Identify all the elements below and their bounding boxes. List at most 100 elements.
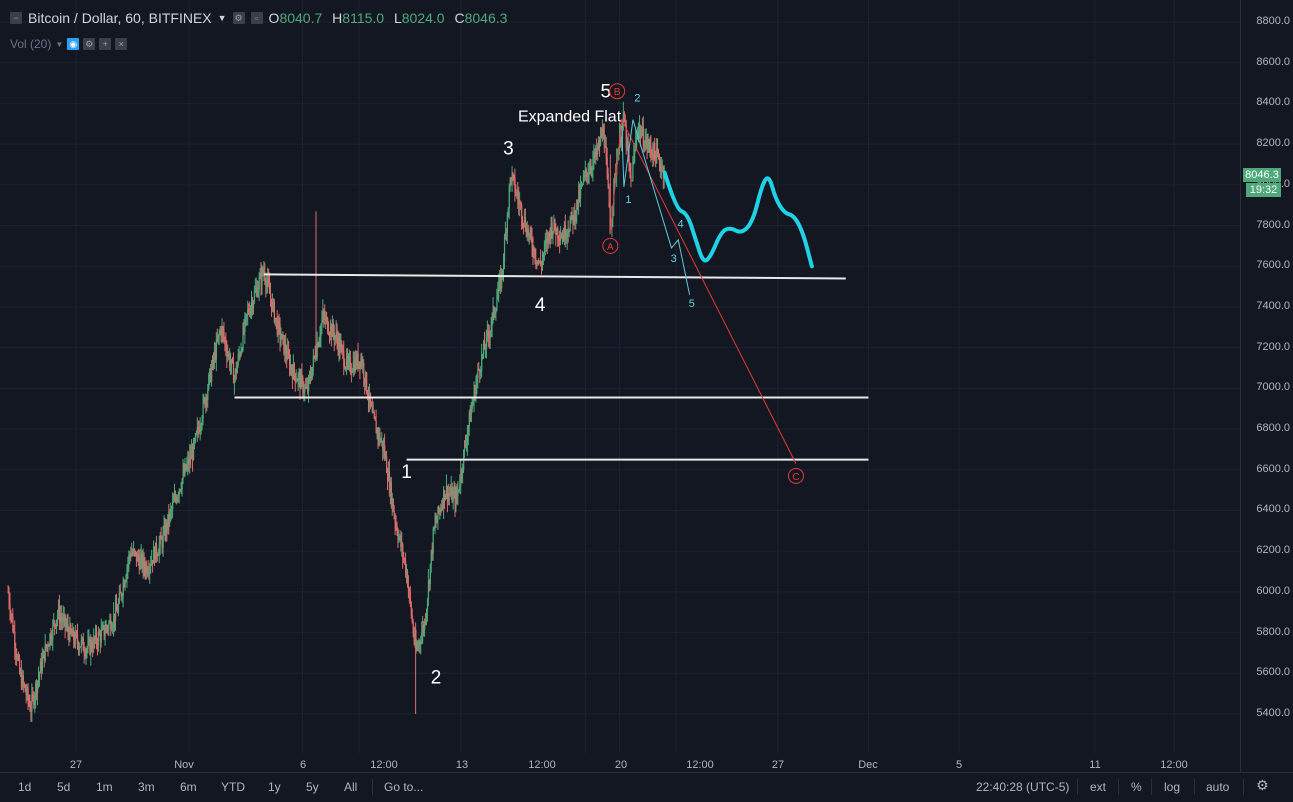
candle-body: [596, 147, 598, 154]
symbol-dropdown-icon[interactable]: ▼: [217, 13, 227, 23]
chart-canvas[interactable]: 1 2 3 4 5 Expanded Flat 1 2 3 4 5 A B C: [0, 0, 1240, 772]
candle-body: [546, 238, 548, 244]
price-tick-label: 6600.0: [1256, 462, 1290, 475]
auto-toggle[interactable]: auto: [1206, 780, 1230, 794]
candle-body: [115, 605, 118, 612]
candle-body: [123, 582, 125, 587]
candle-body: [630, 175, 632, 181]
candle-body: [95, 631, 97, 640]
range-3m[interactable]: 3m: [138, 780, 155, 794]
candle-body: [99, 634, 102, 643]
candle-body: [272, 301, 275, 303]
candle-body: [519, 202, 521, 205]
candle-body: [594, 152, 596, 158]
range-6m[interactable]: 6m: [180, 780, 197, 794]
candle-body: [402, 544, 404, 557]
collapse-icon[interactable]: −: [10, 12, 22, 24]
candle-body: [188, 459, 190, 465]
candle-body: [209, 369, 211, 376]
range-all[interactable]: All: [344, 780, 358, 794]
candle-body: [561, 237, 563, 239]
candle-body: [97, 633, 100, 646]
candle-body: [476, 377, 478, 385]
candle-body: [55, 624, 57, 627]
candle-body: [631, 180, 633, 182]
candle-body: [556, 227, 558, 235]
settings-icon[interactable]: ⚙: [232, 12, 245, 24]
range-5y[interactable]: 5y: [306, 780, 319, 794]
candle-body: [179, 489, 181, 491]
range-1y[interactable]: 1y: [268, 780, 281, 794]
candle-body: [101, 626, 103, 630]
candle-body: [311, 366, 314, 378]
candle-body: [196, 427, 199, 433]
candle-body: [109, 619, 111, 623]
candle-body: [640, 133, 643, 138]
candle-body: [632, 161, 634, 181]
candle-body: [310, 377, 313, 379]
candle-body: [439, 509, 441, 512]
candle-body: [200, 425, 202, 428]
candle-body: [441, 505, 443, 510]
range-ytd[interactable]: YTD: [221, 780, 245, 794]
candle-body: [314, 355, 316, 359]
candle-body: [203, 398, 205, 401]
candle-body: [473, 388, 475, 401]
candle-body: [230, 364, 232, 367]
ext-toggle[interactable]: ext: [1090, 780, 1107, 794]
range-1d[interactable]: 1d: [18, 780, 32, 794]
candle-body: [253, 291, 256, 302]
goto-button[interactable]: Go to...: [384, 780, 424, 794]
candle-body: [212, 357, 215, 361]
eye-icon[interactable]: ◉: [67, 38, 80, 50]
candle-body: [423, 625, 425, 631]
candle-body: [251, 301, 254, 309]
candle-body: [270, 298, 273, 310]
candle-body: [26, 688, 28, 696]
candle-body: [557, 227, 559, 238]
percent-toggle[interactable]: %: [1131, 780, 1142, 794]
candle-body: [361, 357, 363, 366]
candle-body: [273, 301, 276, 322]
log-toggle[interactable]: log: [1164, 780, 1181, 794]
candle-body: [328, 332, 330, 334]
divider: [1151, 779, 1152, 795]
hide-icon[interactable]: ▫: [250, 12, 263, 24]
candle-body: [10, 613, 12, 615]
candle-body: [563, 225, 566, 241]
candle-body: [583, 174, 586, 177]
gear-icon[interactable]: ⚙: [1256, 777, 1269, 793]
candle-body: [410, 602, 412, 616]
candle-body: [36, 683, 38, 694]
candle-body: [241, 349, 243, 351]
range-1m[interactable]: 1m: [96, 780, 113, 794]
candle-body: [336, 332, 338, 340]
candle-body: [18, 657, 20, 659]
candle-body: [466, 433, 469, 444]
bottom-toolbar: 1d 5d 1m 3m 6m YTD 1y 5y All Go to... 22…: [0, 772, 1293, 802]
candle-body: [646, 137, 648, 148]
study-settings-icon[interactable]: ⚙: [83, 38, 96, 50]
candle-body: [83, 650, 85, 654]
candle-body: [494, 312, 496, 316]
wave-label: Expanded Flat: [518, 109, 622, 126]
candle-body: [120, 593, 122, 597]
candle-body: [178, 489, 180, 496]
candle-body: [534, 248, 536, 259]
candle-body: [74, 640, 76, 644]
range-5d[interactable]: 5d: [57, 780, 71, 794]
candle-body: [11, 614, 13, 617]
high-label: H: [332, 10, 343, 26]
chart-pane[interactable]: 1 2 3 4 5 Expanded Flat 1 2 3 4 5 A B C: [0, 0, 1240, 772]
clock[interactable]: 22:40:28 (UTC-5): [976, 780, 1070, 794]
candle-body: [375, 420, 377, 434]
price-scale[interactable]: 8800.08600.08400.08200.08000.07800.07600…: [1240, 0, 1293, 772]
symbol-title[interactable]: Bitcoin / Dollar, 60, BITFINEX: [28, 10, 212, 26]
remove-study-icon[interactable]: ×: [115, 38, 128, 50]
candle-body: [164, 526, 166, 538]
volume-study-title[interactable]: Vol (20): [10, 37, 52, 51]
wave-label: 2: [431, 667, 442, 688]
volume-dropdown-icon[interactable]: ▼: [55, 39, 64, 49]
candle-body: [385, 456, 387, 458]
add-icon[interactable]: +: [99, 38, 112, 50]
